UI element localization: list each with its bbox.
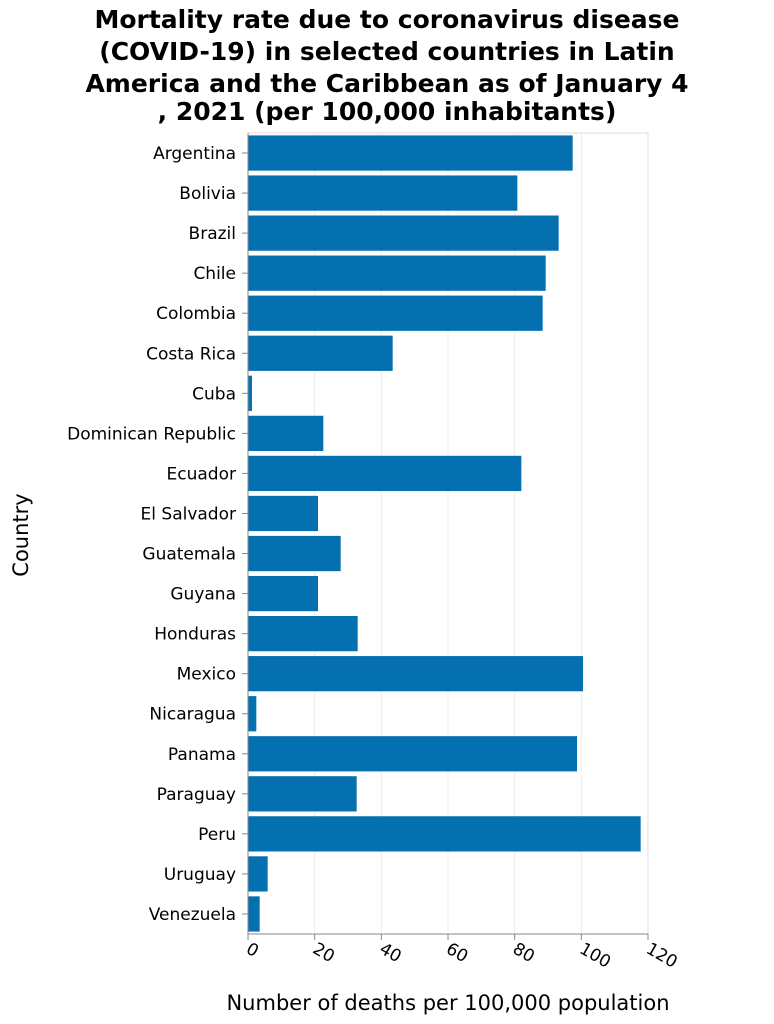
bar-brazil[interactable] [248,215,559,251]
y-tick-label: Cuba [192,384,236,404]
chart-title-line-2: (COVID-19) in selected countries in Lati… [99,37,675,66]
y-tick-label: Peru [198,825,236,845]
y-tick-label: Argentina [153,144,236,164]
chart-title-line-3: America and the Caribbean as of January … [85,69,689,98]
bar-nicaragua[interactable] [248,696,257,732]
bar-el-salvador[interactable] [248,495,318,532]
x-tick-label: 20 [309,939,338,967]
bar-panama[interactable] [248,736,577,772]
bar-argentina[interactable] [248,135,573,171]
bar-colombia[interactable] [248,295,543,331]
y-tick-label: Nicaragua [149,705,236,725]
bar-chile[interactable] [248,255,546,291]
bar-costa-rica[interactable] [248,335,393,371]
chart-title-line-4: , 2021 (per 100,000 inhabitants) [157,97,617,126]
x-tick-label: 40 [376,939,405,967]
bar-guatemala[interactable] [248,535,341,572]
bar-uruguay[interactable] [248,856,268,892]
x-tick-label: 60 [443,939,472,967]
bar-honduras[interactable] [248,616,358,652]
chart-title-line-1: Mortality rate due to coronavirus diseas… [94,5,680,34]
y-tick-label: Venezuela [149,905,236,925]
y-axis-title: Country [9,493,33,576]
y-tick-label: Honduras [154,625,236,645]
bar-peru[interactable] [248,816,641,852]
grid [247,132,649,934]
y-tick-label: Ecuador [167,464,236,484]
x-axis-title: Number of deaths per 100,000 population [226,991,669,1015]
y-tick-label: Chile [193,264,236,284]
x-tick-label: 80 [509,939,538,967]
x-tick-label: 0 [243,939,262,962]
y-tick-label: Paraguay [157,785,236,805]
y-tick-label: Uruguay [164,865,236,885]
bar-paraguay[interactable] [248,776,357,812]
bar-bolivia[interactable] [248,175,518,211]
bar-ecuador[interactable] [248,455,522,492]
x-tick-label: 100 [576,939,614,973]
y-tick-label: Guatemala [142,545,236,565]
y-tick-label: Costa Rica [146,344,236,364]
y-tick-label: Colombia [156,304,236,324]
y-tick-label: Bolivia [179,184,236,204]
y-tick-label: El Salvador [141,504,236,524]
bar-dominican-republic[interactable] [248,415,324,451]
x-tick-label: 120 [643,939,681,973]
y-tick-label: Guyana [170,585,236,605]
bar-venezuela[interactable] [248,896,260,932]
bar-mexico[interactable] [248,656,583,692]
y-tick-label: Dominican Republic [67,424,236,444]
y-tick-label: Mexico [177,665,236,685]
bars [248,135,641,932]
y-tick-label: Brazil [189,224,236,244]
y-tick-label: Panama [168,745,236,765]
bar-cuba[interactable] [248,375,252,411]
bar-guyana[interactable] [248,575,318,612]
